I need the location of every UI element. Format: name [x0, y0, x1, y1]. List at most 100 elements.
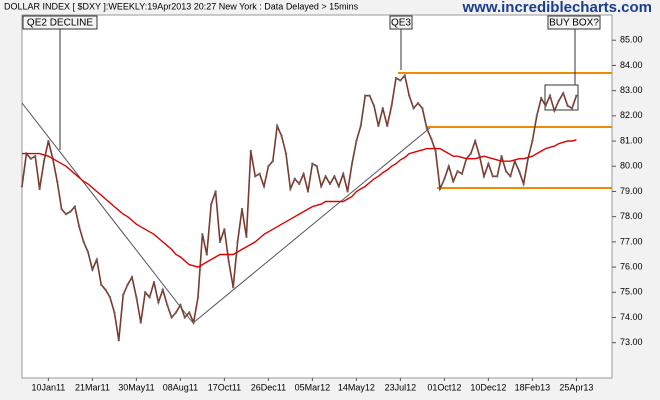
point: [425, 127, 428, 130]
point: [328, 182, 332, 186]
chart-title: DOLLAR INDEX [ $DXY ]:WEEKLY:19Apr2013 2…: [4, 1, 359, 11]
point: [482, 175, 486, 178]
point: [60, 207, 63, 211]
point: [359, 124, 362, 128]
x-tick-label: 08Aug11: [163, 382, 198, 392]
point: [196, 296, 200, 299]
point: [276, 124, 279, 128]
point: [218, 240, 222, 244]
point: [377, 124, 380, 128]
y-tick-label: 83.00: [620, 85, 643, 95]
y-tick-label: 81.00: [620, 135, 643, 145]
point: [390, 104, 393, 107]
callout-box: [22, 15, 98, 30]
point: [311, 162, 314, 165]
point: [284, 152, 288, 155]
point: [148, 296, 151, 299]
point: [82, 240, 85, 244]
y-tick-label: 74.00: [620, 312, 643, 322]
point: [469, 152, 472, 155]
point: [491, 175, 494, 178]
point: [170, 316, 173, 319]
x-tick-label: 26Dec11: [251, 382, 286, 392]
point: [355, 139, 358, 143]
y-tick-label: 77.00: [620, 236, 643, 246]
x-tick-label: 01Oct12: [427, 382, 461, 392]
point: [430, 137, 433, 140]
point: [201, 233, 204, 236]
point: [381, 107, 384, 110]
x-tick-label: 17Oct11: [208, 382, 241, 392]
point: [108, 296, 112, 299]
point: [500, 154, 503, 158]
point: [544, 104, 547, 107]
x-tick-label: 25Apr13: [559, 382, 593, 392]
y-tick-label: 76.00: [620, 261, 643, 271]
y-tick-label: 75.00: [620, 287, 643, 297]
annotation: BUY BOX?: [549, 18, 599, 29]
point: [562, 91, 565, 95]
point: [535, 114, 538, 118]
point: [262, 185, 266, 188]
point: [372, 104, 376, 107]
point: [245, 235, 248, 239]
point: [73, 205, 77, 208]
point: [20, 185, 24, 188]
point: [438, 187, 442, 191]
point: [161, 288, 164, 291]
point: [460, 172, 464, 176]
point: [504, 170, 508, 173]
point: [271, 160, 274, 163]
annotation: QE3: [391, 18, 411, 29]
plot-area: [21, 14, 613, 379]
point: [518, 170, 521, 173]
point: [38, 187, 41, 191]
point: [346, 190, 349, 193]
point: [86, 250, 90, 254]
point: [232, 286, 235, 289]
y-tick-label: 82.00: [620, 110, 643, 120]
point: [64, 212, 68, 216]
x-tick-label: 10Jan11: [31, 382, 65, 392]
trend-line: [21, 102, 194, 324]
point: [320, 185, 323, 188]
callout-box: [389, 15, 413, 30]
point: [333, 175, 336, 178]
point: [399, 79, 402, 82]
point: [130, 275, 134, 279]
point: [434, 149, 437, 153]
point: [69, 210, 72, 213]
point: [214, 190, 217, 193]
point: [531, 139, 534, 143]
point: [174, 311, 178, 314]
buy-box: [544, 84, 579, 111]
x-tick-label: 10Dec12: [470, 382, 506, 392]
point: [254, 175, 257, 178]
point: [152, 281, 156, 284]
point: [104, 288, 107, 291]
point: [100, 283, 103, 286]
point: [421, 107, 424, 110]
point: [324, 175, 327, 178]
point: [456, 170, 459, 173]
point: [416, 102, 420, 105]
trend-line: [192, 126, 432, 324]
point: [289, 187, 292, 191]
point: [126, 283, 129, 286]
point: [117, 338, 121, 342]
point: [280, 134, 283, 138]
point: [139, 321, 142, 324]
point: [157, 301, 160, 304]
point: [183, 316, 186, 319]
point: [298, 182, 301, 186]
point: [570, 107, 574, 110]
point: [553, 109, 556, 112]
point: [91, 268, 94, 271]
point: [78, 225, 81, 228]
point: [192, 321, 195, 324]
watermark: www.incrediblecharts.com: [462, 0, 653, 16]
point: [487, 162, 490, 165]
x-tick-label: 30May11: [118, 382, 154, 392]
point: [364, 94, 367, 97]
